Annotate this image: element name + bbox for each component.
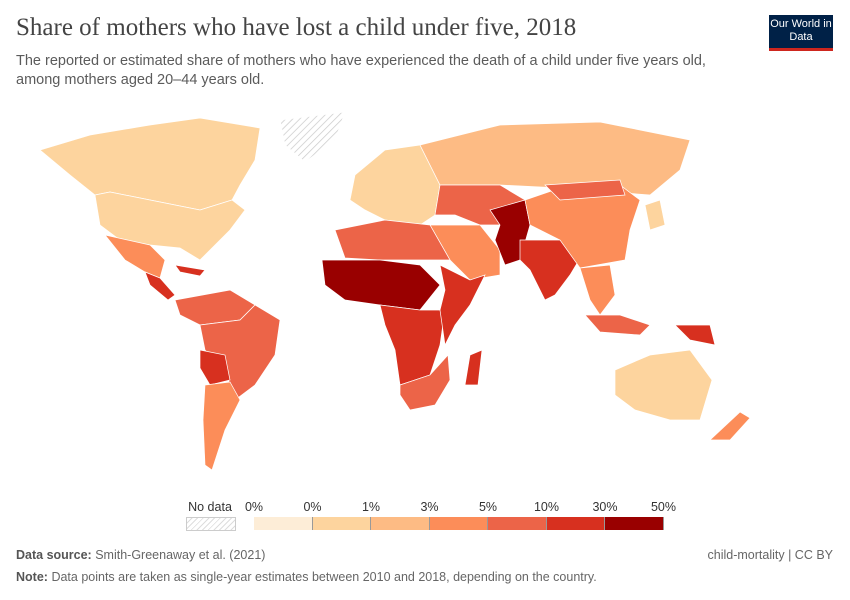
legend-tick-label: 10% xyxy=(533,500,560,514)
note-text: Data points are taken as single-year est… xyxy=(51,570,597,584)
owid-logo[interactable]: Our World in Data xyxy=(769,15,833,51)
map-region-greenland[interactable] xyxy=(279,111,346,163)
map-region-central-america[interactable] xyxy=(144,271,176,301)
data-source: Data source: Smith-Greenaway et al. (202… xyxy=(16,548,265,562)
legend-tick-label: 3% xyxy=(420,500,439,514)
map-region-argentina[interactable] xyxy=(202,381,241,471)
legend-bin[interactable] xyxy=(254,517,313,530)
legend-no-data-label: No data xyxy=(188,500,232,514)
map-region-japan[interactable] xyxy=(644,199,666,231)
source-label: Data source: xyxy=(16,548,92,562)
chart-title: Share of mothers who have lost a child u… xyxy=(16,14,577,41)
map-region-papua-new-guinea[interactable] xyxy=(674,324,716,346)
legend-bin[interactable] xyxy=(546,517,605,530)
legend-tick-label: 5% xyxy=(478,500,498,514)
legend-tick-label: 1% xyxy=(361,500,381,514)
map-region-southern-africa[interactable] xyxy=(399,354,451,411)
map-region-canada[interactable] xyxy=(39,117,261,211)
map-region-new-zealand[interactable] xyxy=(709,411,751,441)
legend-bin[interactable] xyxy=(371,517,430,530)
legend-bin[interactable] xyxy=(429,517,488,530)
map-region-australia[interactable] xyxy=(614,349,713,421)
legend-bin[interactable] xyxy=(312,517,371,530)
legend-tick-label: 50% xyxy=(650,500,677,514)
map-region-east-africa[interactable] xyxy=(439,264,486,347)
source-link[interactable]: Smith-Greenaway et al. (2021) xyxy=(95,548,266,562)
map-region-north-africa[interactable] xyxy=(334,219,451,261)
note: Note: Data points are taken as single-ye… xyxy=(16,570,597,584)
license[interactable]: child-mortality | CC BY xyxy=(707,548,834,562)
map-region-mongolia[interactable] xyxy=(544,179,626,201)
note-label: Note: xyxy=(16,570,48,584)
legend-tick-label: 0% xyxy=(303,500,322,514)
map-region-indonesia[interactable] xyxy=(584,314,651,336)
map-region-west-africa[interactable] xyxy=(321,259,441,311)
legend-no-data-swatch xyxy=(186,517,236,531)
legend-tick-label: 0% xyxy=(244,500,264,514)
legend-bin[interactable] xyxy=(605,517,664,530)
map-region-caribbean[interactable] xyxy=(174,264,206,277)
legend-bin[interactable] xyxy=(488,517,547,530)
map-region-southeast-asia[interactable] xyxy=(579,264,616,316)
map-region-bolivia[interactable] xyxy=(199,349,231,386)
chart-subtitle: The reported or estimated share of mothe… xyxy=(16,53,706,88)
legend-tick-label: 30% xyxy=(592,500,618,514)
legend: No data 0% 0% 1% 3% 5% 10% 30% 50% xyxy=(0,500,850,531)
map-region-madagascar[interactable] xyxy=(464,349,483,386)
world-map[interactable] xyxy=(0,100,850,490)
map-region-europe[interactable] xyxy=(349,144,441,226)
